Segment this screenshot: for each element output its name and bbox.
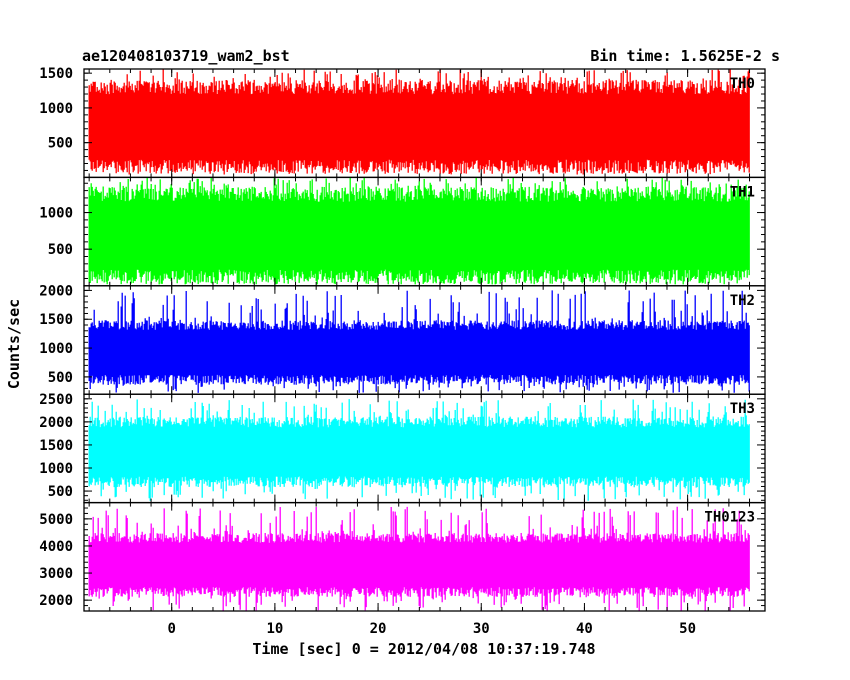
series-th2 — [88, 290, 750, 393]
y-tick-label: 1000 — [39, 461, 73, 477]
panel-th2: 500 1000 1500 2000 TH2 — [39, 283, 766, 395]
y-tick-label: 2000 — [39, 283, 73, 299]
y-tick-label: 1000 — [39, 101, 73, 117]
y-tick-label: 500 — [48, 370, 73, 386]
x-tick-label: 10 — [266, 621, 283, 637]
series-label-th0: TH0 — [730, 76, 755, 92]
series-th1 — [88, 177, 750, 285]
y-tick-label: 1000 — [39, 341, 73, 357]
y-tick-label: 1000 — [39, 206, 73, 222]
y-tick-label: 500 — [48, 484, 73, 500]
x-tick-label: 20 — [370, 621, 387, 637]
panel-th1: 500 1000 TH1 — [39, 176, 766, 287]
series-label-th2: TH2 — [730, 293, 755, 309]
y-tick-label: 1500 — [39, 438, 73, 454]
y-tick-label: 2000 — [39, 593, 73, 609]
series-label-th3: TH3 — [730, 401, 755, 417]
chart-title: ae120408103719_wam2_bst — [82, 47, 290, 65]
bin-time-label: Bin time: 1.5625E-2 s — [590, 47, 780, 65]
panel-th0123: 2000 3000 4000 5000 TH0123 — [39, 501, 766, 612]
x-tick-label: 30 — [473, 621, 490, 637]
series-th0123 — [88, 506, 750, 611]
y-tick-label: 1500 — [39, 66, 73, 82]
panel-th0: 500 1000 1500 TH0 — [39, 66, 766, 179]
x-tick-label: 50 — [679, 621, 696, 637]
y-tick-label: 2000 — [39, 415, 73, 431]
y-tick-label: 3000 — [39, 566, 73, 582]
y-axis-label: Counts/sec — [5, 299, 23, 389]
series-label-th0123: TH0123 — [704, 510, 755, 526]
panel-th3: 500 1000 1500 2000 2500 TH3 — [39, 392, 766, 504]
x-tick-label: 0 — [167, 621, 175, 637]
y-tick-label: 500 — [48, 242, 73, 258]
x-tick-label: 40 — [576, 621, 593, 637]
series-label-th1: TH1 — [730, 184, 755, 200]
y-tick-label: 2500 — [39, 392, 73, 408]
x-axis-label: Time [sec] 0 = 2012/04/08 10:37:19.748 — [252, 640, 595, 658]
series-th3 — [88, 399, 750, 501]
panels-group: 50010001500TH05001000TH1500100015002000T… — [39, 66, 766, 637]
y-tick-label: 4000 — [39, 539, 73, 555]
series-th0 — [88, 69, 750, 175]
y-tick-label: 1500 — [39, 312, 73, 328]
y-tick-label: 5000 — [39, 512, 73, 528]
y-tick-label: 500 — [48, 136, 73, 152]
